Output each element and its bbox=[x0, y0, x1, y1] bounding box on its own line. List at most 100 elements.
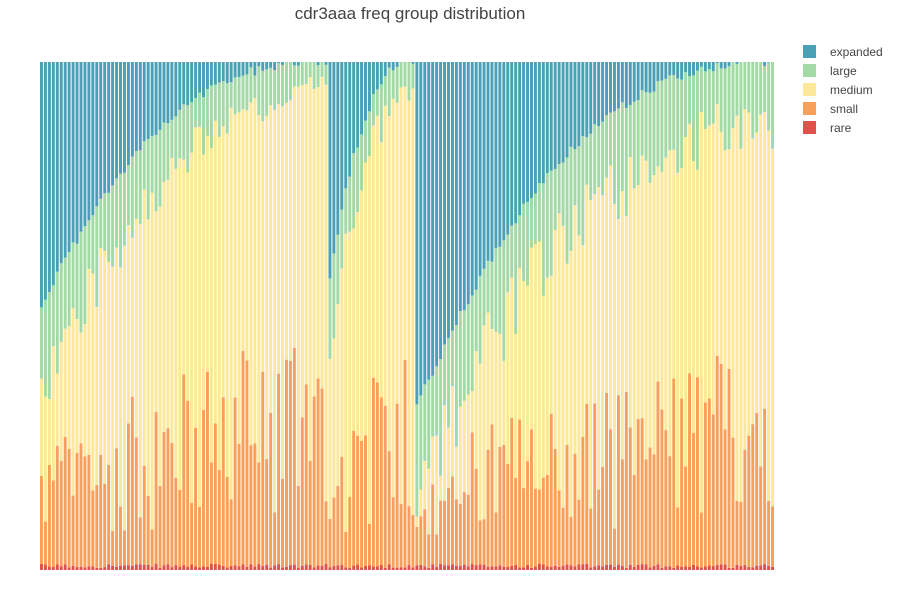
bar-stack bbox=[759, 62, 763, 570]
bar-segment-medium bbox=[383, 105, 387, 406]
bar-segment-large bbox=[533, 193, 537, 245]
bar-segment-large bbox=[553, 168, 557, 230]
bar-segment-small bbox=[304, 384, 308, 565]
bar-segment-expanded bbox=[585, 62, 589, 138]
legend-item-small[interactable]: small bbox=[803, 99, 883, 118]
bar-segment-large bbox=[281, 64, 284, 107]
bar-segment-medium bbox=[431, 436, 435, 485]
bar-segment-expanded bbox=[43, 62, 47, 300]
bar-segment-expanded bbox=[518, 62, 522, 216]
legend-item-rare[interactable]: rare bbox=[803, 118, 883, 137]
bar-segment-small bbox=[699, 512, 703, 568]
bar-segment-rare bbox=[383, 567, 387, 570]
bar-segment-medium bbox=[340, 268, 344, 457]
bar-segment-expanded bbox=[47, 62, 51, 292]
bar-segment-large bbox=[672, 75, 676, 150]
legend-item-large[interactable]: large bbox=[803, 61, 883, 80]
bar-segment-expanded bbox=[107, 62, 111, 193]
bar-stack bbox=[692, 62, 695, 570]
bar-segment-medium bbox=[292, 86, 296, 348]
bar-stack bbox=[55, 62, 59, 570]
bar-segment-rare bbox=[411, 567, 415, 570]
bar-segment-small bbox=[367, 523, 371, 566]
bar-segment-large bbox=[79, 231, 83, 333]
bar-segment-small bbox=[664, 430, 668, 567]
bar-segment-small bbox=[249, 445, 253, 565]
bar-segment-large bbox=[158, 129, 162, 207]
bar-segment-expanded bbox=[166, 62, 170, 124]
bar-segment-expanded bbox=[466, 62, 470, 305]
bar-segment-small bbox=[273, 512, 277, 566]
bar-segment-medium bbox=[87, 268, 91, 455]
bar-segment-medium bbox=[763, 112, 767, 409]
bar-segment-large bbox=[237, 76, 241, 113]
bar-segment-large bbox=[569, 146, 573, 251]
bar-segment-small bbox=[628, 427, 632, 565]
bar-segment-medium bbox=[656, 166, 660, 382]
bar-segment-medium bbox=[47, 399, 51, 465]
bar-stack bbox=[450, 62, 454, 570]
bar-segment-small bbox=[103, 483, 107, 568]
bar-segment-medium bbox=[553, 229, 557, 449]
bar-segment-small bbox=[122, 530, 126, 566]
bar-segment-small bbox=[454, 499, 458, 567]
bar-segment-expanded bbox=[229, 62, 233, 83]
bar-segment-medium bbox=[312, 88, 316, 397]
bar-stack bbox=[707, 62, 711, 570]
bar-segment-large bbox=[142, 141, 146, 190]
bar-stack bbox=[399, 62, 403, 570]
legend-item-medium[interactable]: medium bbox=[803, 80, 883, 99]
bar-stack bbox=[150, 62, 154, 570]
bar-segment-small bbox=[281, 478, 284, 568]
bar-stack bbox=[324, 62, 328, 570]
bar-segment-medium bbox=[597, 187, 601, 490]
bar-stack bbox=[656, 62, 660, 570]
bar-segment-large bbox=[565, 157, 569, 264]
bar-segment-expanded bbox=[371, 62, 375, 95]
bar-segment-medium bbox=[506, 292, 510, 464]
bar-segment-rare bbox=[308, 564, 312, 570]
bar-segment-medium bbox=[660, 172, 664, 410]
legend-item-expanded[interactable]: expanded bbox=[803, 42, 883, 61]
bar-segment-large bbox=[316, 65, 320, 88]
bar-segment-rare bbox=[771, 566, 774, 570]
bar-segment-rare bbox=[154, 563, 158, 570]
bar-segment-expanded bbox=[395, 62, 399, 67]
bar-segment-rare bbox=[241, 564, 245, 570]
bar-segment-small bbox=[75, 452, 79, 568]
bar-segment-large bbox=[431, 375, 435, 437]
bar-segment-small bbox=[43, 521, 47, 565]
bar-segment-small bbox=[126, 423, 130, 566]
bar-segment-large bbox=[55, 271, 59, 374]
bar-segment-small bbox=[561, 507, 565, 566]
bar-segment-rare bbox=[609, 564, 612, 570]
bar-segment-large bbox=[435, 366, 439, 436]
bar-stack bbox=[585, 62, 589, 570]
bar-segment-small bbox=[383, 405, 387, 568]
bar-segment-expanded bbox=[427, 62, 431, 380]
bar-segment-rare bbox=[526, 564, 529, 570]
bar-stack bbox=[715, 62, 719, 570]
bar-stack bbox=[103, 62, 107, 570]
bar-segment-medium bbox=[51, 346, 55, 481]
bar-segment-large bbox=[43, 299, 47, 397]
bar-stack bbox=[711, 62, 715, 570]
bar-segment-rare bbox=[510, 565, 514, 570]
bar-segment-small bbox=[115, 448, 119, 567]
bar-segment-expanded bbox=[688, 62, 692, 76]
bar-segment-rare bbox=[166, 564, 170, 570]
bar-segment-rare bbox=[593, 566, 597, 570]
bar-segment-large bbox=[344, 188, 348, 234]
bar-segment-large bbox=[348, 176, 352, 232]
bar-segment-rare bbox=[51, 567, 55, 570]
bar-segment-medium bbox=[652, 175, 656, 455]
bar-segment-medium bbox=[514, 334, 518, 478]
bar-segment-medium bbox=[261, 121, 265, 372]
bar-segment-expanded bbox=[51, 62, 55, 286]
bar-segment-expanded bbox=[478, 62, 482, 276]
bar-stack bbox=[620, 62, 624, 570]
bar-segment-medium bbox=[316, 87, 320, 379]
bar-segment-expanded bbox=[692, 62, 695, 76]
bar-segment-rare bbox=[304, 564, 308, 570]
bar-segment-medium bbox=[225, 133, 229, 477]
